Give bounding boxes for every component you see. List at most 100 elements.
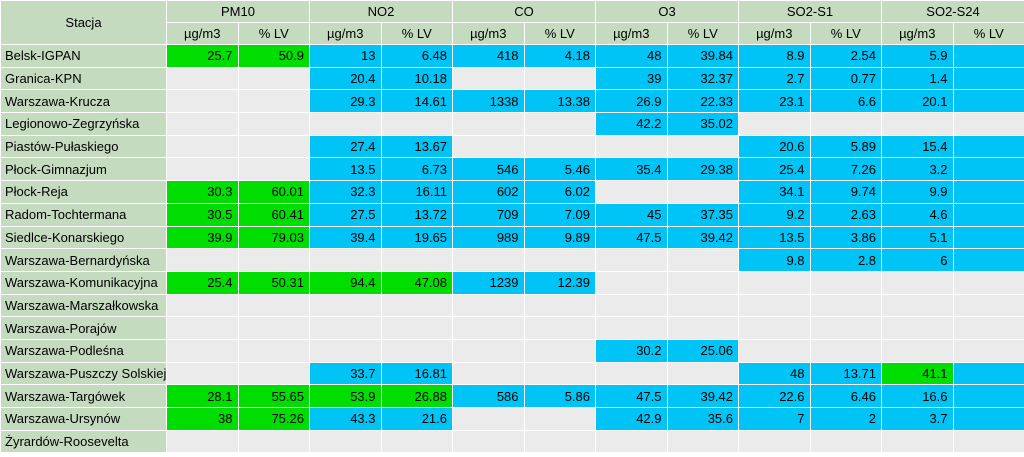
value-cell — [166, 316, 239, 340]
value-cell: 39.42 — [666, 225, 740, 250]
value-cell — [452, 248, 525, 272]
value-cell — [166, 134, 239, 159]
value-cell — [666, 293, 740, 318]
value-cell: 25.7 — [166, 44, 239, 68]
value-cell — [952, 407, 1024, 431]
value-cell — [523, 407, 597, 431]
value-cell — [952, 180, 1024, 204]
pollutant-header-no2: NO2 — [308, 0, 454, 23]
value-cell — [738, 293, 811, 318]
value-cell — [809, 270, 883, 295]
value-cell: 19.65 — [380, 225, 454, 250]
value-cell: 60.41 — [237, 202, 310, 227]
table-row: Płock-Reja 30.3 60.01 32.3 16.11 602 6.02 34.1 9… — [0, 180, 1024, 204]
value-cell: 13 — [309, 44, 382, 68]
value-cell — [166, 66, 239, 91]
value-cell — [666, 429, 740, 454]
unit-header: µg/m3 — [452, 22, 525, 45]
value-cell: 5.9 — [881, 44, 954, 68]
value-cell — [738, 112, 811, 136]
value-cell: 13.72 — [380, 202, 454, 227]
value-cell: 50.31 — [237, 270, 310, 295]
value-cell: 2.8 — [809, 248, 883, 272]
unit-header: µg/m3 — [309, 22, 382, 45]
value-cell — [309, 429, 382, 454]
value-cell: 7.26 — [809, 157, 883, 182]
value-cell — [952, 429, 1024, 454]
value-cell — [809, 429, 883, 454]
value-cell — [952, 202, 1024, 227]
value-cell: 6.02 — [523, 180, 597, 204]
value-cell: 13.38 — [523, 89, 597, 114]
value-cell: 53.9 — [309, 384, 382, 408]
pollutant-header-row: Stacja PM10 NO2 CO O3 SO2-S1 SO2-S24 — [0, 0, 1024, 45]
value-cell — [237, 338, 310, 363]
value-cell — [666, 361, 740, 386]
value-cell — [952, 248, 1024, 272]
value-cell: 41.1 — [881, 361, 954, 386]
value-cell — [380, 338, 454, 363]
station-name: Żyrardów-Roosevelta — [0, 429, 167, 454]
station-name: Warszawa-Bernardyńska — [0, 248, 167, 272]
value-cell — [452, 429, 525, 454]
value-cell — [380, 429, 454, 454]
value-cell — [595, 361, 668, 386]
value-cell: 2.63 — [809, 202, 883, 227]
station-name: Siedlce-Konarskiego — [0, 225, 167, 250]
value-cell — [952, 225, 1024, 250]
value-cell — [952, 112, 1024, 136]
value-cell — [166, 157, 239, 182]
value-cell: 42.9 — [595, 407, 668, 431]
value-cell — [452, 338, 525, 363]
value-cell — [881, 316, 954, 340]
station-name: Płock-Reja — [0, 180, 167, 204]
value-cell: 16.11 — [380, 180, 454, 204]
value-cell: 20.6 — [738, 134, 811, 159]
value-cell: 55.65 — [237, 384, 310, 408]
value-cell — [881, 270, 954, 295]
value-cell: 20.1 — [881, 89, 954, 114]
value-cell: 7.09 — [523, 202, 597, 227]
table-row: Warszawa-Porajów — [0, 316, 1024, 340]
station-name: Warszawa-Porajów — [0, 316, 167, 340]
value-cell — [952, 270, 1024, 295]
value-cell: 60.01 — [237, 180, 310, 204]
value-cell: 14.61 — [380, 89, 454, 114]
value-cell — [952, 361, 1024, 386]
value-cell — [952, 134, 1024, 159]
table-row: Żyrardów-Roosevelta — [0, 429, 1024, 454]
value-cell — [952, 338, 1024, 363]
value-cell — [881, 429, 954, 454]
value-cell — [595, 270, 668, 295]
unit-header: % LV — [523, 22, 597, 45]
value-cell: 30.3 — [166, 180, 239, 204]
table-row: Granica-KPN 20.4 10.18 39 32.37 2.7 0.77 1.4 — [0, 66, 1024, 91]
value-cell: 47.5 — [595, 384, 668, 408]
value-cell — [666, 270, 740, 295]
value-cell — [380, 248, 454, 272]
value-cell: 43.3 — [309, 407, 382, 431]
value-cell — [666, 316, 740, 340]
value-cell: 48 — [738, 361, 811, 386]
value-cell: 27.4 — [309, 134, 382, 159]
station-name: Warszawa-Marszałkowska — [0, 293, 167, 318]
value-cell — [595, 316, 668, 340]
value-cell — [380, 112, 454, 136]
value-cell: 5.1 — [881, 225, 954, 250]
value-cell: 39.4 — [309, 225, 382, 250]
value-cell: 6.48 — [380, 44, 454, 68]
table-row: Płock-Gimnazjum 13.5 6.73 546 5.46 35.4 29.38 2… — [0, 157, 1024, 182]
value-cell — [666, 180, 740, 204]
value-cell — [237, 248, 310, 272]
value-cell — [237, 157, 310, 182]
value-cell: 0.77 — [809, 66, 883, 91]
value-cell: 13.5 — [738, 225, 811, 250]
value-cell — [452, 361, 525, 386]
station-name: Radom-Tochtermana — [0, 202, 167, 227]
value-cell: 25.4 — [166, 270, 239, 295]
station-name: Piastów-Pułaskiego — [0, 134, 167, 159]
value-cell — [809, 112, 883, 136]
value-cell — [237, 66, 310, 91]
value-cell: 546 — [452, 157, 525, 182]
value-cell — [952, 293, 1024, 318]
